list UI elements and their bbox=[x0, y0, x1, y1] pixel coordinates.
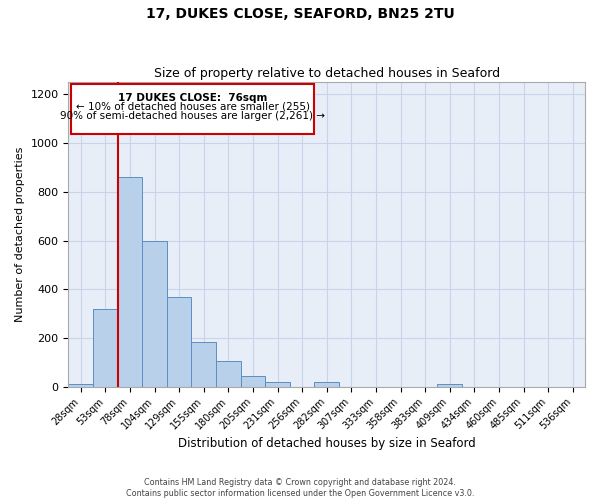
Text: Contains HM Land Registry data © Crown copyright and database right 2024.
Contai: Contains HM Land Registry data © Crown c… bbox=[126, 478, 474, 498]
X-axis label: Distribution of detached houses by size in Seaford: Distribution of detached houses by size … bbox=[178, 437, 476, 450]
Bar bbox=[314, 382, 339, 387]
Bar bbox=[265, 382, 290, 387]
Bar bbox=[68, 384, 93, 387]
Bar bbox=[118, 177, 142, 387]
Text: ← 10% of detached houses are smaller (255): ← 10% of detached houses are smaller (25… bbox=[76, 102, 310, 112]
Bar bbox=[437, 384, 462, 387]
Text: 17, DUKES CLOSE, SEAFORD, BN25 2TU: 17, DUKES CLOSE, SEAFORD, BN25 2TU bbox=[146, 8, 454, 22]
Bar bbox=[241, 376, 265, 387]
Title: Size of property relative to detached houses in Seaford: Size of property relative to detached ho… bbox=[154, 66, 500, 80]
Bar bbox=[216, 361, 241, 387]
Bar bbox=[191, 342, 216, 387]
Y-axis label: Number of detached properties: Number of detached properties bbox=[15, 146, 25, 322]
Bar bbox=[167, 296, 191, 387]
Text: 90% of semi-detached houses are larger (2,261) →: 90% of semi-detached houses are larger (… bbox=[60, 111, 325, 121]
Bar bbox=[142, 240, 167, 387]
FancyBboxPatch shape bbox=[71, 84, 314, 134]
Text: 17 DUKES CLOSE:  76sqm: 17 DUKES CLOSE: 76sqm bbox=[118, 93, 268, 103]
Bar bbox=[93, 309, 118, 387]
